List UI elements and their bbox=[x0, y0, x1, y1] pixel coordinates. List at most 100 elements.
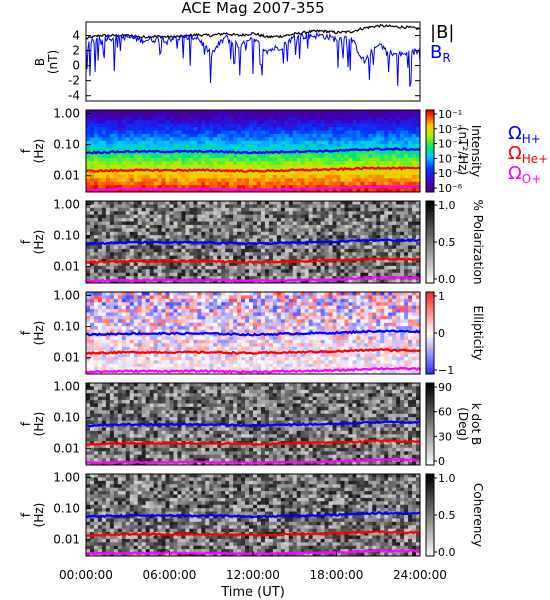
heatmap-cell bbox=[197, 137, 202, 142]
field-lines bbox=[85, 23, 421, 87]
heatmap-cell bbox=[412, 204, 417, 209]
heatmap-cell bbox=[89, 228, 95, 233]
heatmap-cell bbox=[125, 309, 131, 313]
heatmap-cell bbox=[229, 110, 234, 114]
heatmap-cell bbox=[149, 322, 154, 327]
heatmap-cell bbox=[237, 130, 242, 135]
heatmap-cell bbox=[320, 279, 325, 284]
heatmap-cell bbox=[237, 127, 242, 131]
heatmap-cell bbox=[145, 157, 151, 162]
heatmap-cell bbox=[113, 265, 119, 270]
heatmap-cell bbox=[368, 235, 373, 239]
heatmap-cell bbox=[256, 272, 262, 277]
heatmap-cell bbox=[404, 279, 409, 284]
heatmap-cell bbox=[260, 133, 266, 138]
heatmap-cell bbox=[245, 224, 250, 229]
heatmap-cell bbox=[233, 171, 238, 176]
heatmap-cell bbox=[165, 248, 170, 253]
heatmap-cell bbox=[400, 168, 405, 172]
heatmap-cell bbox=[356, 207, 361, 212]
heatmap-cell bbox=[217, 207, 222, 212]
heatmap-cell bbox=[161, 279, 166, 284]
heatmap-cell bbox=[400, 252, 405, 257]
heatmap-cell bbox=[396, 174, 401, 179]
heatmap-cell bbox=[268, 218, 274, 222]
heatmap-cell bbox=[185, 242, 190, 246]
heatmap-cell bbox=[121, 116, 127, 121]
heatmap-cell bbox=[177, 127, 182, 131]
heatmap-cell bbox=[348, 218, 353, 222]
heatmap-cell bbox=[185, 262, 190, 267]
heatmap-cell bbox=[133, 305, 139, 310]
heatmap-cell bbox=[344, 255, 349, 260]
heatmap-cell bbox=[400, 211, 405, 216]
panel-spectrogram-polarization: 1.000.100.01f (Hz)1.00.50.0% Polarization bbox=[19, 198, 485, 286]
heatmap-cell bbox=[300, 238, 306, 243]
heatmap-cell bbox=[101, 201, 107, 205]
field-y-ticks: 420-2-4 bbox=[68, 29, 420, 103]
heatmap-cell bbox=[217, 262, 222, 267]
heatmap-cell bbox=[376, 211, 381, 216]
heatmap-cell bbox=[193, 207, 198, 212]
heatmap-cell bbox=[89, 272, 95, 277]
heatmap-cell bbox=[284, 116, 290, 121]
heatmap-cell bbox=[272, 164, 278, 169]
heatmap-cell bbox=[149, 231, 154, 236]
heatmap-cell bbox=[372, 168, 377, 172]
heatmap-cell bbox=[300, 161, 306, 166]
heatmap-cell bbox=[213, 269, 218, 274]
heatmap-cell bbox=[133, 188, 139, 193]
heatmap-cell bbox=[308, 295, 314, 300]
heatmap-cell bbox=[197, 123, 202, 128]
heatmap-cell bbox=[221, 265, 226, 270]
heatmap-cell bbox=[280, 201, 286, 205]
heatmap-cell bbox=[280, 188, 286, 193]
heatmap-cell bbox=[201, 238, 206, 243]
heatmap-cell bbox=[181, 214, 186, 219]
heatmap-cell bbox=[372, 201, 377, 205]
heatmap-cell bbox=[177, 315, 182, 320]
heatmap-cell bbox=[352, 130, 357, 135]
colorbar-band bbox=[426, 209, 434, 212]
heatmap-cell bbox=[328, 218, 333, 222]
heatmap-cell bbox=[312, 178, 318, 183]
heatmap-cell bbox=[416, 269, 421, 274]
heatmap-cell bbox=[364, 218, 369, 222]
heatmap-cell bbox=[193, 171, 198, 176]
heatmap-cell bbox=[332, 137, 337, 142]
heatmap-cell bbox=[348, 120, 353, 125]
heatmap-cell bbox=[264, 123, 270, 128]
heatmap-cell bbox=[189, 295, 194, 300]
heatmap-cell bbox=[300, 228, 306, 233]
heatmap-cell bbox=[336, 221, 341, 226]
heatmap-cell bbox=[396, 315, 401, 320]
colorbar-band bbox=[426, 254, 434, 257]
heatmap-cell bbox=[181, 204, 186, 209]
heatmap-cell bbox=[340, 133, 345, 138]
heatmap-cell bbox=[364, 168, 369, 172]
heatmap-cell bbox=[384, 201, 389, 205]
heatmap-cell bbox=[181, 255, 186, 260]
heatmap-cell bbox=[336, 151, 341, 155]
heatmap-cell bbox=[125, 185, 131, 189]
heatmap-cell bbox=[201, 130, 206, 135]
heatmap-cell bbox=[344, 116, 349, 121]
heatmap-cell bbox=[308, 204, 314, 209]
heatmap-cell bbox=[360, 137, 365, 142]
spectrogram-panels: 1.000.100.01f (Hz)10⁻¹10⁻²10⁻³10⁻⁴10⁻⁵10⁻… bbox=[19, 107, 485, 559]
heatmap-cell bbox=[264, 228, 270, 233]
heatmap-cell bbox=[141, 147, 147, 152]
heatmap-cell bbox=[213, 309, 218, 313]
heatmap-cell bbox=[312, 123, 318, 128]
heatmap-cell bbox=[348, 245, 353, 250]
heatmap-cell bbox=[153, 295, 158, 300]
heatmap-cell bbox=[256, 110, 262, 114]
heatmap-cell bbox=[368, 218, 373, 222]
heatmap-cell bbox=[388, 259, 393, 263]
heatmap-cell bbox=[372, 315, 377, 320]
heatmap-cell bbox=[396, 279, 401, 284]
heatmap-cell bbox=[185, 269, 190, 274]
heatmap-cell bbox=[296, 252, 302, 257]
heatmap-cell bbox=[105, 248, 111, 253]
heatmap-cell bbox=[316, 262, 321, 267]
